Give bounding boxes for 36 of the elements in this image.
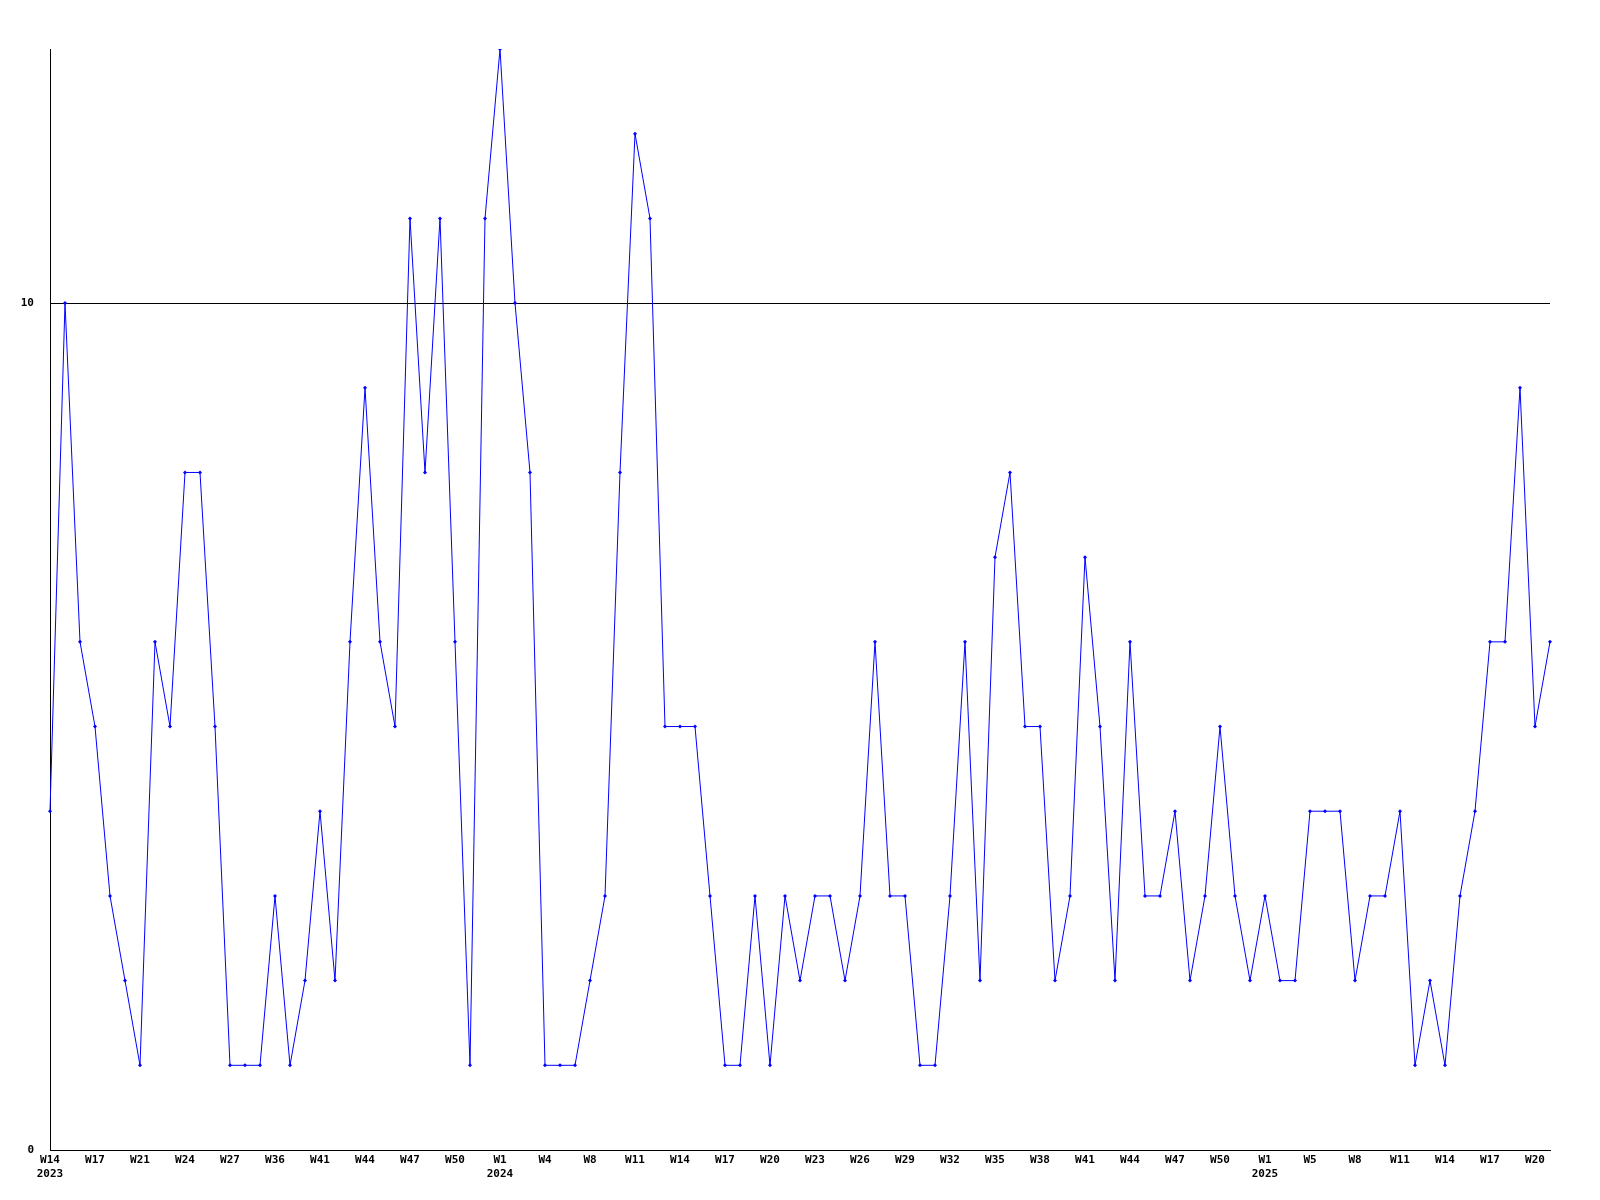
x-tick-label: W5 [1303,1153,1317,1167]
x-tick-label: W29 [895,1153,915,1167]
x-tick-label: W27 [220,1153,240,1167]
x-tick-label: W17 [85,1153,105,1167]
x-tick-label: W50 [445,1153,465,1167]
x-tick-label: W17 [715,1153,735,1167]
x-tick-label: W14 [670,1153,691,1167]
x-tick-label: W17 [1480,1153,1500,1167]
x-tick-label: W32 [940,1153,960,1167]
x-tick-label: W26 [850,1153,871,1167]
x-tick-label: W11 [625,1153,646,1167]
x-tick-label: W23 [805,1153,825,1167]
x-tick-label: W8 [583,1153,597,1167]
x-tick-label: W38 [1030,1153,1050,1167]
x-tick-label: W11 [1390,1153,1411,1167]
x-tick-label: W41 [310,1153,331,1167]
x-tick-label: W47 [400,1153,420,1167]
x-tick-label: W44 [1120,1153,1141,1167]
y-tick-label: 10 [20,295,34,309]
x-tick-label: W36 [265,1153,286,1167]
x-tick-label: W41 [1075,1153,1096,1167]
x-tick-label: W44 [355,1153,376,1167]
x-tick-label: W4 [538,1153,552,1167]
x-tick-label: W21 [130,1153,151,1167]
x-tick-label: W47 [1165,1153,1185,1167]
x-tick-label: W24 [175,1153,196,1167]
x-tick-label: W8 [1348,1153,1362,1167]
x-tick-label: W14 [1435,1153,1456,1167]
x-tick-label: W35 [985,1153,1005,1167]
x-tick-label: W1 2025 [1251,1153,1279,1180]
x-tick-label: W1 2024 [486,1153,514,1180]
x-tick-label: W20 [760,1153,780,1167]
x-tick-label: W14 2023 [36,1153,64,1180]
y-tick-label: 0 [27,1142,34,1156]
x-tick-label: W50 [1210,1153,1230,1167]
x-tick-label: W20 [1525,1153,1545,1167]
